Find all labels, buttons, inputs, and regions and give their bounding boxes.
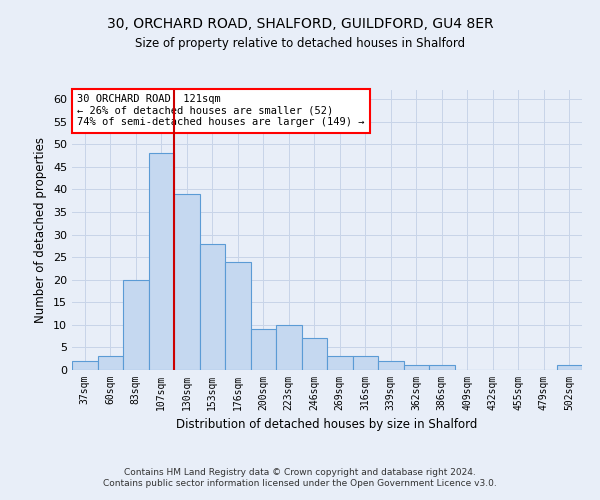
Bar bbox=[378, 361, 404, 370]
Bar bbox=[276, 325, 302, 370]
Bar bbox=[72, 361, 97, 370]
Bar bbox=[557, 366, 582, 370]
Bar bbox=[174, 194, 199, 370]
Bar bbox=[225, 262, 251, 370]
Bar bbox=[353, 356, 378, 370]
Text: 30, ORCHARD ROAD, SHALFORD, GUILDFORD, GU4 8ER: 30, ORCHARD ROAD, SHALFORD, GUILDFORD, G… bbox=[107, 18, 493, 32]
Y-axis label: Number of detached properties: Number of detached properties bbox=[34, 137, 47, 323]
X-axis label: Distribution of detached houses by size in Shalford: Distribution of detached houses by size … bbox=[176, 418, 478, 432]
Text: Contains HM Land Registry data © Crown copyright and database right 2024.
Contai: Contains HM Land Registry data © Crown c… bbox=[103, 468, 497, 487]
Bar bbox=[199, 244, 225, 370]
Bar bbox=[302, 338, 327, 370]
Text: Size of property relative to detached houses in Shalford: Size of property relative to detached ho… bbox=[135, 38, 465, 51]
Bar bbox=[251, 330, 276, 370]
Bar bbox=[327, 356, 353, 370]
Bar bbox=[149, 153, 174, 370]
Bar bbox=[429, 366, 455, 370]
Bar bbox=[404, 366, 429, 370]
Text: 30 ORCHARD ROAD: 121sqm
← 26% of detached houses are smaller (52)
74% of semi-de: 30 ORCHARD ROAD: 121sqm ← 26% of detache… bbox=[77, 94, 365, 128]
Bar bbox=[123, 280, 149, 370]
Bar bbox=[97, 356, 123, 370]
